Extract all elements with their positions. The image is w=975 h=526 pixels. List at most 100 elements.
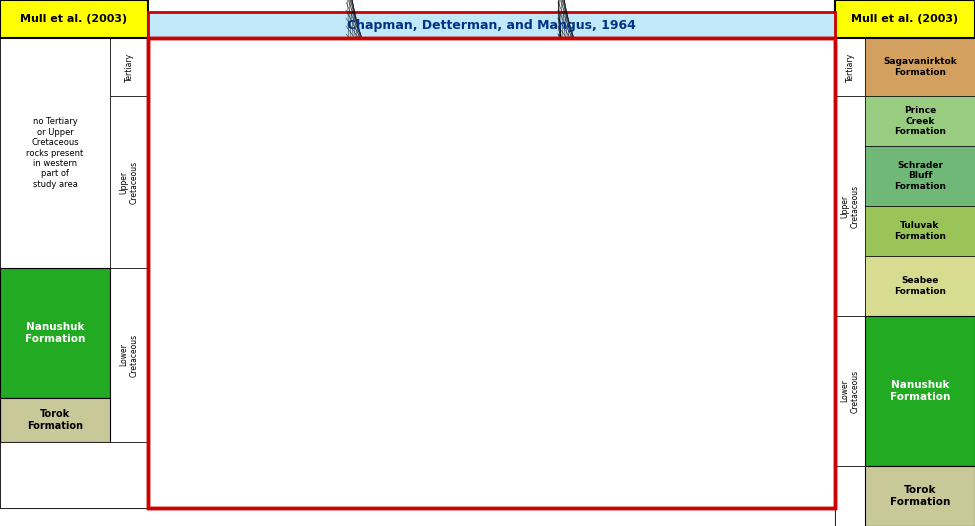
Text: Torok
Fm.: Torok Fm. bbox=[799, 468, 809, 482]
Bar bbox=[148, 58, 162, 96]
Text: Tuktu
Fm.: Tuktu Fm. bbox=[799, 412, 809, 427]
Bar bbox=[391, 398, 411, 442]
Text: Torok
Formation: Torok Formation bbox=[27, 409, 83, 431]
Text: Tuktu
Fm.: Tuktu Fm. bbox=[396, 412, 407, 427]
Bar bbox=[346, 96, 544, 112]
Text: Tuktu
Fm.: Tuktu Fm. bbox=[372, 412, 383, 427]
Text: Seabee
Fm.: Seabee Fm. bbox=[741, 206, 752, 226]
Bar bbox=[110, 96, 148, 268]
Bar bbox=[797, 442, 811, 508]
Text: Mull et al. (2003): Mull et al. (2003) bbox=[851, 14, 958, 24]
Text: Seabee
Formation: Seabee Formation bbox=[894, 276, 946, 296]
Text: Grandstand: Grandstand bbox=[709, 317, 714, 349]
Text: Not present: Not present bbox=[370, 168, 410, 174]
Bar bbox=[865, 38, 975, 96]
Bar bbox=[756, 58, 770, 508]
Text: Lower
Cretaceous: Lower Cretaceous bbox=[840, 369, 860, 412]
Text: Lower Cret.: Lower Cret. bbox=[821, 459, 826, 491]
Text: Killik Tongue
(nonmarine): Killik Tongue (nonmarine) bbox=[635, 328, 683, 348]
Bar bbox=[346, 230, 544, 398]
Text: Upper
Cretaceous: Upper Cretaceous bbox=[164, 167, 175, 197]
Bar bbox=[558, 112, 612, 398]
Bar bbox=[865, 316, 975, 466]
Text: Torok Fm.: Torok Fm. bbox=[180, 408, 185, 432]
Text: Upper
Cretaceous: Upper Cretaceous bbox=[840, 185, 860, 228]
Text: Tuluvak
Formation: Tuluvak Formation bbox=[894, 221, 946, 241]
Bar bbox=[770, 96, 783, 176]
Bar bbox=[0, 38, 110, 268]
Text: Upper
Cretaceous: Upper Cretaceous bbox=[119, 160, 138, 204]
Text: Okpikruak Formation: Okpikruak Formation bbox=[405, 487, 486, 495]
Text: Sentinel Hill Member: Sentinel Hill Member bbox=[686, 114, 737, 118]
Text: Torok
Formation: Torok Formation bbox=[890, 485, 951, 507]
Bar bbox=[430, 268, 530, 371]
Bar bbox=[162, 96, 176, 268]
Text: Ninuluk Fm.: Ninuluk Fm. bbox=[455, 254, 501, 262]
Text: Barrow Trail
Member: Barrow Trail Member bbox=[681, 150, 714, 161]
Bar bbox=[558, 442, 756, 478]
Text: Torok Fm.: Torok Fm. bbox=[167, 408, 172, 432]
Bar bbox=[544, 58, 558, 508]
Text: Nanushuk Group: Nanushuk Group bbox=[180, 307, 185, 359]
Text: Prince Creek
Fm.: Prince Creek Fm. bbox=[531, 156, 542, 186]
Bar bbox=[148, 38, 835, 58]
Text: Upper Jurassic to Permian: Upper Jurassic to Permian bbox=[410, 504, 481, 510]
Text: Mull et al. (2003): Mull et al. (2003) bbox=[20, 14, 128, 24]
Bar bbox=[148, 38, 835, 508]
Text: Okpikruak Formation: Okpikruak Formation bbox=[616, 487, 697, 495]
Bar bbox=[204, 442, 318, 478]
Text: Torok Fm.: Torok Fm. bbox=[194, 408, 200, 432]
Text: Quaternary deposits: Quaternary deposits bbox=[406, 99, 485, 108]
Text: Tertiary: Tertiary bbox=[125, 53, 134, 82]
Bar bbox=[176, 398, 190, 442]
Text: Quaternary: Quaternary bbox=[760, 63, 765, 91]
Text: ← Chandler
   Formation: ← Chandler Formation bbox=[386, 291, 428, 305]
Text: Quaternary deposits: Quaternary deposits bbox=[221, 99, 300, 108]
Bar bbox=[0, 398, 110, 442]
Text: Prince
Creek
Formation: Prince Creek Formation bbox=[894, 106, 946, 136]
Bar bbox=[530, 112, 544, 230]
Text: Nanushuk
Formation: Nanushuk Formation bbox=[890, 380, 951, 402]
Bar bbox=[865, 466, 975, 526]
Bar bbox=[332, 60, 346, 268]
Text: Killik-Etivluk Rivers region: Killik-Etivluk Rivers region bbox=[390, 66, 500, 76]
Bar bbox=[162, 268, 176, 398]
Bar bbox=[435, 112, 544, 230]
Text: Etivluk
River: Etivluk River bbox=[333, 272, 344, 294]
Text: Colville Group: Colville Group bbox=[180, 163, 185, 201]
Bar bbox=[204, 112, 318, 268]
Text: Utukok-Corwin area
(modified from Sable, 1958): Utukok-Corwin area (modified from Sable,… bbox=[208, 62, 315, 80]
Bar bbox=[204, 268, 318, 398]
Bar bbox=[835, 0, 975, 38]
Text: Colville Group: Colville Group bbox=[773, 163, 778, 201]
Bar bbox=[0, 0, 148, 38]
Text: Fortress Mountain
& Torok Formations: Fortress Mountain & Torok Formations bbox=[620, 450, 694, 470]
Bar bbox=[204, 58, 318, 508]
Text: Schrader
Bluff
Formation: Schrader Bluff Formation bbox=[894, 161, 946, 191]
Bar bbox=[415, 230, 470, 256]
Text: Bee: Bee bbox=[475, 245, 479, 253]
Text: Fortress
Mountain
& Torok
Fm.: Fortress Mountain & Torok Fm. bbox=[745, 449, 767, 471]
Bar bbox=[701, 268, 721, 398]
Bar bbox=[835, 96, 865, 316]
Text: Corwin Formation: Corwin Formation bbox=[336, 140, 341, 188]
Text: Torok Fm.: Torok Fm. bbox=[180, 463, 185, 487]
Text: Lower Cret.: Lower Cret. bbox=[167, 317, 172, 349]
Bar bbox=[204, 398, 318, 442]
Text: Tuluvak
Tongue
(nonmarine): Tuluvak Tongue (nonmarine) bbox=[465, 156, 513, 186]
Bar bbox=[204, 96, 318, 112]
Bar bbox=[617, 278, 701, 398]
Text: Chandler
Fm.: Chandler Fm. bbox=[722, 320, 733, 346]
Bar bbox=[176, 96, 190, 268]
Text: Torok Fm.: Torok Fm. bbox=[323, 408, 328, 432]
Bar bbox=[318, 58, 332, 398]
Bar bbox=[176, 268, 190, 398]
Text: ARCTIC FOOTHILLS PROVINCE: ARCTIC FOOTHILLS PROVINCE bbox=[404, 43, 578, 53]
Text: Okpikruak Formation: Okpikruak Formation bbox=[220, 487, 301, 495]
Text: Tertiary: Tertiary bbox=[845, 53, 854, 82]
Bar bbox=[617, 146, 736, 230]
Bar bbox=[721, 268, 736, 398]
Bar bbox=[811, 96, 835, 398]
Bar bbox=[162, 398, 176, 442]
Bar bbox=[346, 442, 544, 478]
